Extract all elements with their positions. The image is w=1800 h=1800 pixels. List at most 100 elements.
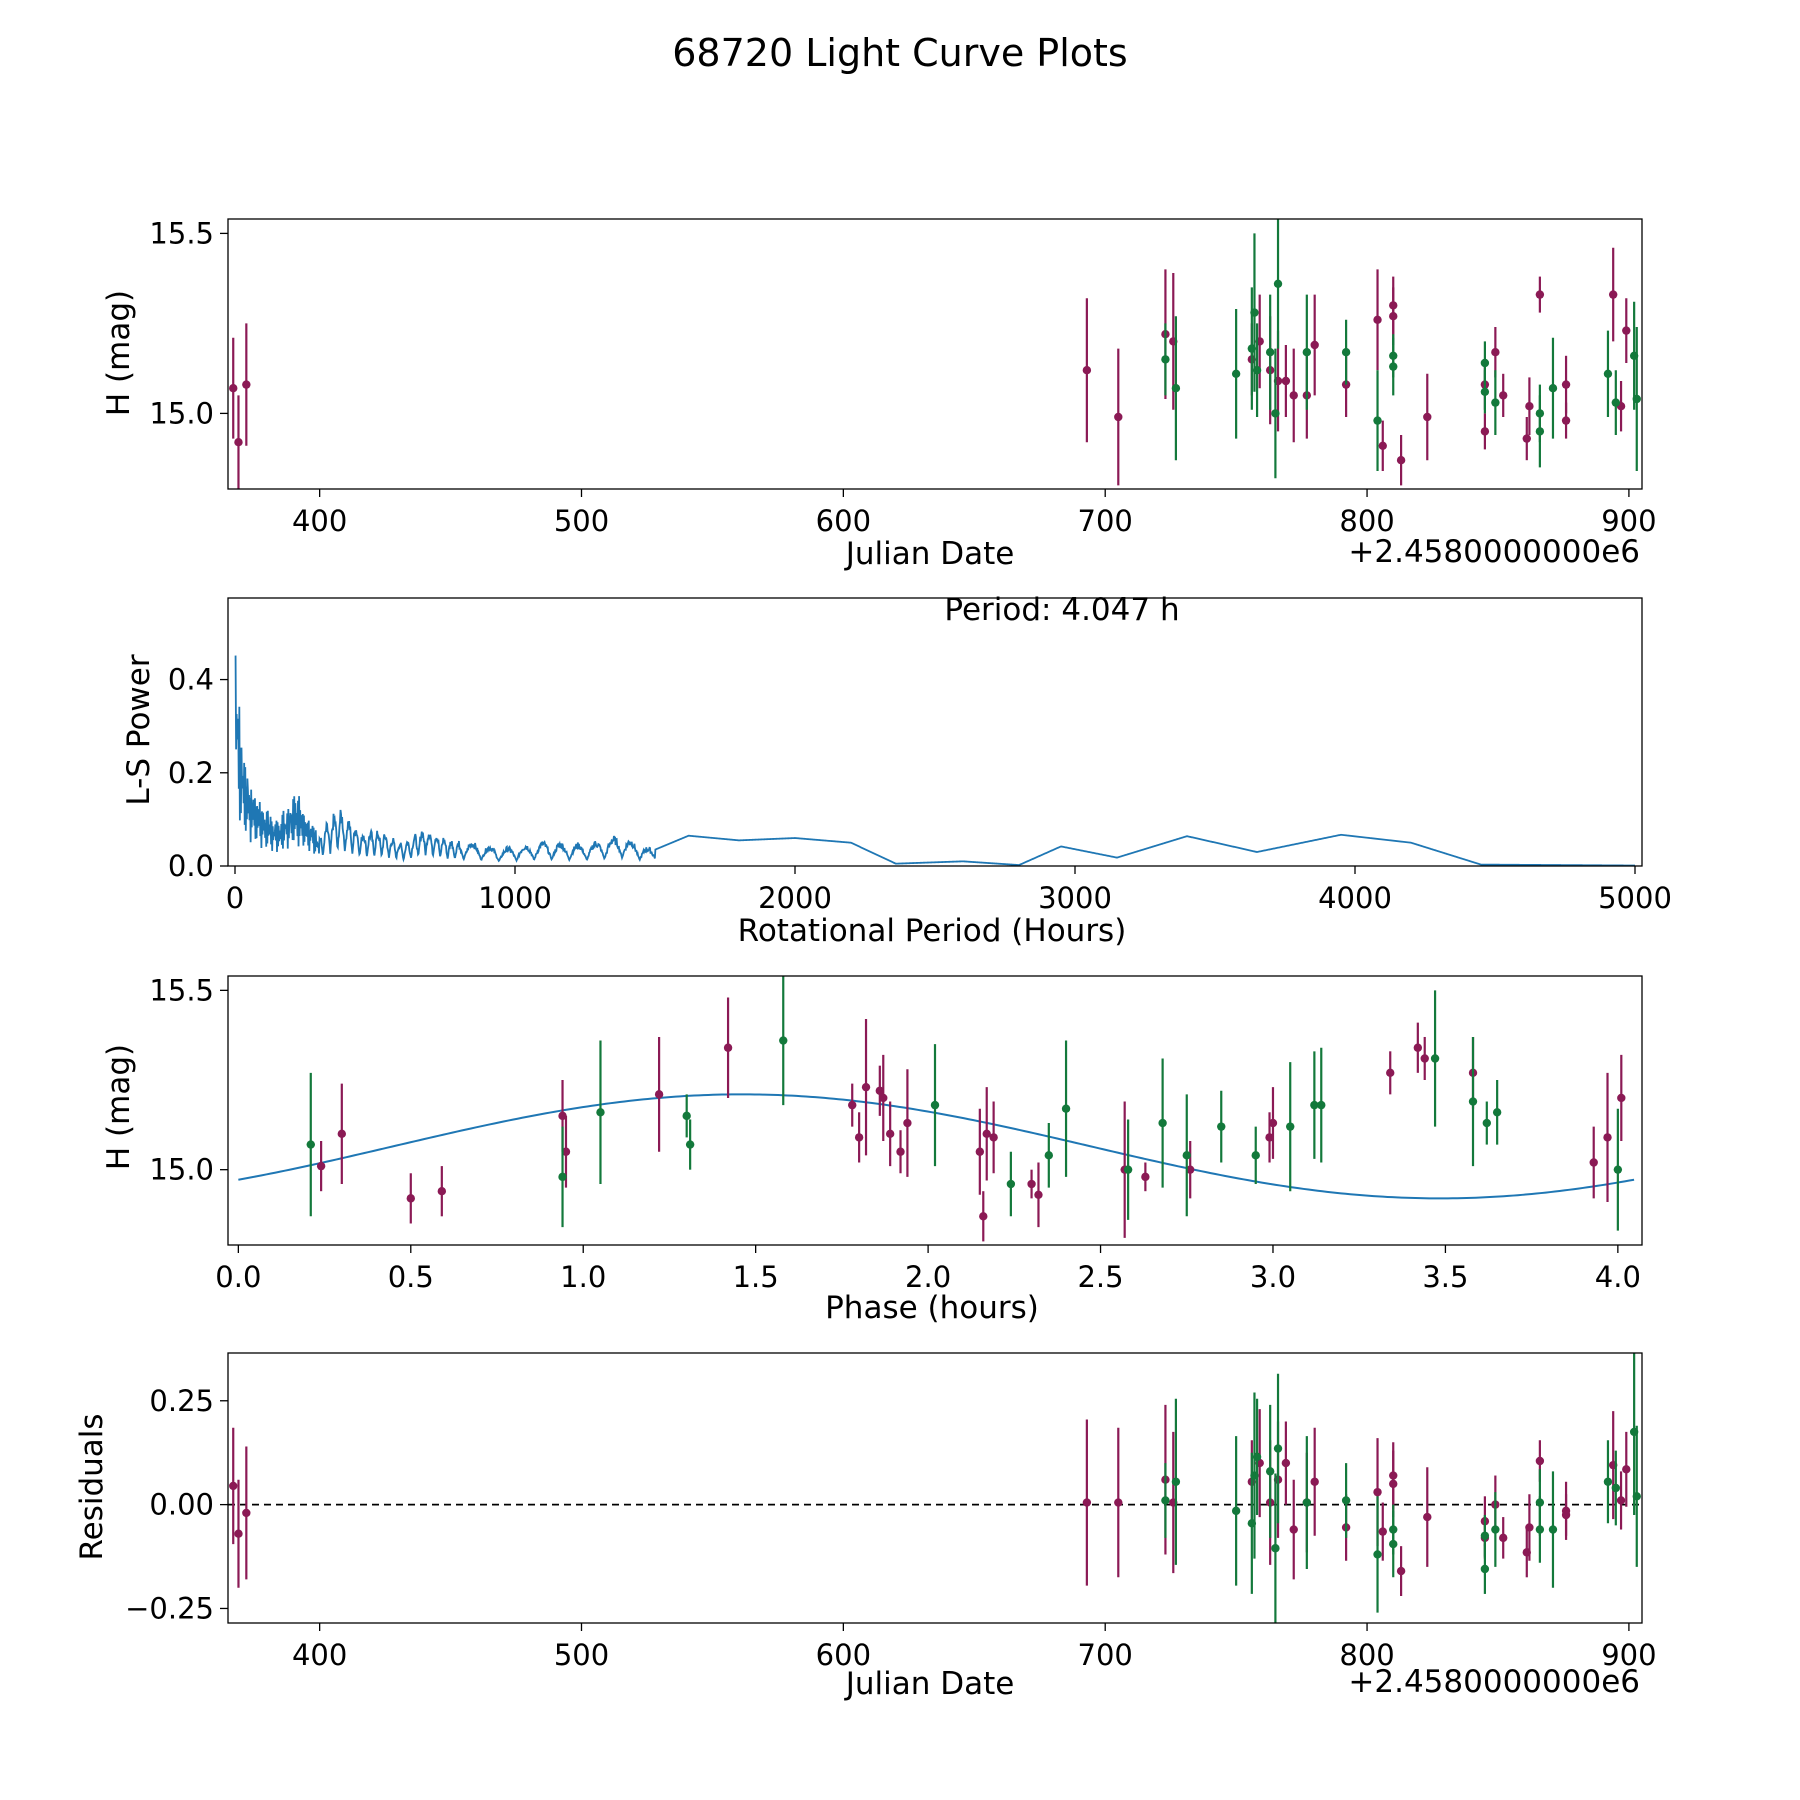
data-point <box>1491 348 1500 357</box>
x-tick-label: 700 <box>1078 1638 1133 1672</box>
data-point <box>1082 1498 1092 1507</box>
data-point <box>1616 1496 1626 1505</box>
data-point <box>1006 1179 1016 1189</box>
data-point <box>1535 427 1545 436</box>
data-point <box>1622 326 1631 335</box>
data-point <box>1396 1566 1406 1576</box>
data-point <box>1632 1492 1641 1501</box>
data-point <box>1034 1190 1043 1199</box>
data-point <box>861 1082 871 1092</box>
data-point <box>337 1129 347 1139</box>
data-point <box>1265 1133 1274 1142</box>
data-point <box>1378 1527 1387 1536</box>
data-point <box>1603 369 1613 378</box>
axes-frame <box>227 597 1643 867</box>
data-point <box>1281 1458 1291 1468</box>
data-point <box>1373 1550 1382 1559</box>
data-point <box>1389 362 1398 371</box>
data-point <box>1480 358 1490 368</box>
x-tick-label: 5000 <box>1598 881 1672 915</box>
y-tick-label: 15.0 <box>149 396 214 430</box>
data-point <box>1265 348 1275 357</box>
data-point <box>1286 1122 1295 1131</box>
data-point <box>1632 394 1641 404</box>
data-point <box>1611 398 1621 407</box>
axes-frame <box>227 218 1643 490</box>
data-point <box>406 1194 415 1203</box>
data-point <box>242 1508 251 1518</box>
data-point <box>1302 1498 1312 1507</box>
data-point <box>1373 315 1382 324</box>
data-point <box>1396 456 1406 465</box>
data-point <box>1252 366 1262 375</box>
data-point <box>685 1140 695 1149</box>
data-point <box>1389 1471 1398 1480</box>
data-point <box>875 1086 885 1095</box>
data-point <box>1468 1097 1478 1106</box>
data-point <box>1251 1151 1260 1160</box>
data-point <box>1114 412 1123 422</box>
data-point <box>1231 1506 1241 1516</box>
x-tick-label: 0 <box>226 881 244 915</box>
axes-frame <box>227 975 1643 1246</box>
data-point <box>1161 1496 1170 1505</box>
y-tick-label: 0.2 <box>168 756 214 790</box>
x-tick-label: 800 <box>1339 1638 1394 1672</box>
data-point <box>1289 391 1298 400</box>
y-tick-label: 0.0 <box>168 849 214 883</box>
data-point <box>1561 380 1571 389</box>
y-tick-label: 15.5 <box>149 216 214 250</box>
x-tick-label: 1.5 <box>733 1260 779 1294</box>
x-tick-label: 500 <box>554 504 609 538</box>
data-point <box>975 1147 985 1156</box>
phased-ylabel: H (mag) <box>101 1044 137 1170</box>
y-tick-label: 0.25 <box>149 1384 214 1418</box>
x-tick-label: 800 <box>1339 504 1394 538</box>
data-point <box>1158 1118 1167 1128</box>
data-point <box>1491 398 1500 407</box>
data-point <box>1617 1093 1626 1103</box>
lightcurve-xlabel: Julian Date <box>844 536 1015 572</box>
data-point <box>1310 340 1319 350</box>
data-point <box>1273 279 1283 288</box>
data-point <box>1186 1165 1195 1174</box>
data-point <box>1603 1133 1612 1142</box>
y-tick-label: 15.5 <box>149 973 214 1007</box>
data-point <box>1123 1165 1133 1174</box>
data-point <box>1535 1525 1545 1534</box>
data-point <box>1413 1043 1423 1052</box>
x-tick-label: 0.5 <box>388 1260 434 1294</box>
periodogram-line <box>234 655 1635 867</box>
data-point <box>1252 1452 1262 1462</box>
x-tick-label: 3.5 <box>1422 1260 1468 1294</box>
data-point <box>1265 1467 1275 1476</box>
data-point <box>242 380 251 389</box>
data-point <box>1622 1465 1631 1474</box>
data-point <box>1114 1498 1123 1507</box>
data-point <box>682 1111 691 1121</box>
phased-xlabel: Phase (hours) <box>825 1290 1039 1326</box>
x-tick-label: 4.0 <box>1595 1260 1641 1294</box>
data-point <box>1273 1444 1283 1453</box>
data-point <box>437 1187 447 1196</box>
data-point <box>1499 391 1508 400</box>
x-tick-label: 3.0 <box>1250 1260 1296 1294</box>
data-point <box>848 1100 857 1110</box>
data-point <box>1044 1151 1054 1160</box>
y-tick-label: −0.25 <box>125 1591 214 1625</box>
data-point <box>1482 1118 1492 1128</box>
data-point <box>1561 416 1571 425</box>
lightcurve-panel: Julian Date H (mag) +2.4580000000e6 400 5… <box>101 216 1657 572</box>
data-point <box>979 1212 988 1221</box>
residuals-panel: Julian Date Residuals +2.4580000000e6 40… <box>74 1352 1657 1702</box>
data-point <box>1027 1179 1036 1189</box>
periodogram-xlabel: Rotational Period (Hours) <box>738 913 1127 949</box>
x-tick-label: 600 <box>816 504 871 538</box>
x-tick-label: 2.0 <box>905 1260 951 1294</box>
data-point <box>1182 1151 1191 1160</box>
residuals-ylabel: Residuals <box>74 1413 110 1560</box>
phased-panel: Phase (hours) H (mag) 0.0 0.5 1.0 1.5 2.0 2.5… <box>101 973 1643 1326</box>
residuals-xlabel: Julian Date <box>844 1666 1015 1702</box>
data-point <box>989 1133 998 1142</box>
